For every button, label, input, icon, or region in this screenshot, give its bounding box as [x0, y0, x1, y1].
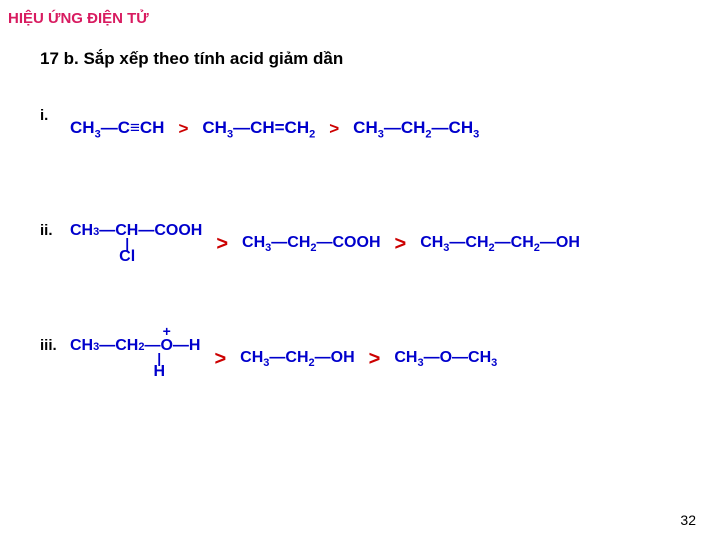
chem-struct: CH3—CH—COOH | Cl	[70, 223, 202, 265]
gt-symbol: >	[202, 233, 242, 256]
gt-symbol: >	[164, 119, 202, 139]
page-header: HIỆU ỨNG ĐIỆN TỬ	[0, 0, 720, 31]
row-label: i.	[40, 99, 70, 124]
substituent: H	[153, 364, 165, 380]
rows-container: i. CH3—C≡CH > CH3—CH=CH2 > CH3—CH2—CH3 i…	[0, 79, 720, 389]
chem-struct-oxonium: CH3—CH2—O+—H | H	[70, 338, 200, 380]
substituent: Cl	[119, 249, 135, 265]
gt-symbol: >	[355, 348, 395, 371]
row-label: ii.	[40, 214, 70, 239]
gt-symbol: >	[200, 348, 240, 371]
row-i: i. CH3—C≡CH > CH3—CH=CH2 > CH3—CH2—CH3	[40, 99, 720, 159]
gt-symbol: >	[315, 119, 353, 139]
chem-formula: CH3—CH2—OH	[240, 349, 354, 369]
chem-formula: CH3—CH2—CH2—OH	[420, 234, 580, 254]
row-label: iii.	[40, 329, 70, 354]
chem-formula: CH3—CH2—CH3	[353, 118, 479, 140]
row-ii: ii. CH3—CH—COOH | Cl > CH3—CH2—COOH > CH…	[40, 214, 720, 274]
gt-symbol: >	[381, 233, 421, 256]
chem-formula: CH3—O—CH3	[394, 349, 497, 369]
chem-formula: CH3—CH2—COOH	[242, 234, 380, 254]
question-title: 17 b. Sắp xếp theo tính acid giảm dần	[0, 31, 720, 79]
charge-plus: +	[163, 324, 171, 338]
row-iii: iii. CH3—CH2—O+—H | H > CH3—CH2—OH > CH3…	[40, 329, 720, 389]
page-number: 32	[680, 512, 696, 528]
chem-formula: CH3—C≡CH	[70, 118, 164, 140]
chem-formula: CH3—CH=CH2	[202, 118, 315, 140]
